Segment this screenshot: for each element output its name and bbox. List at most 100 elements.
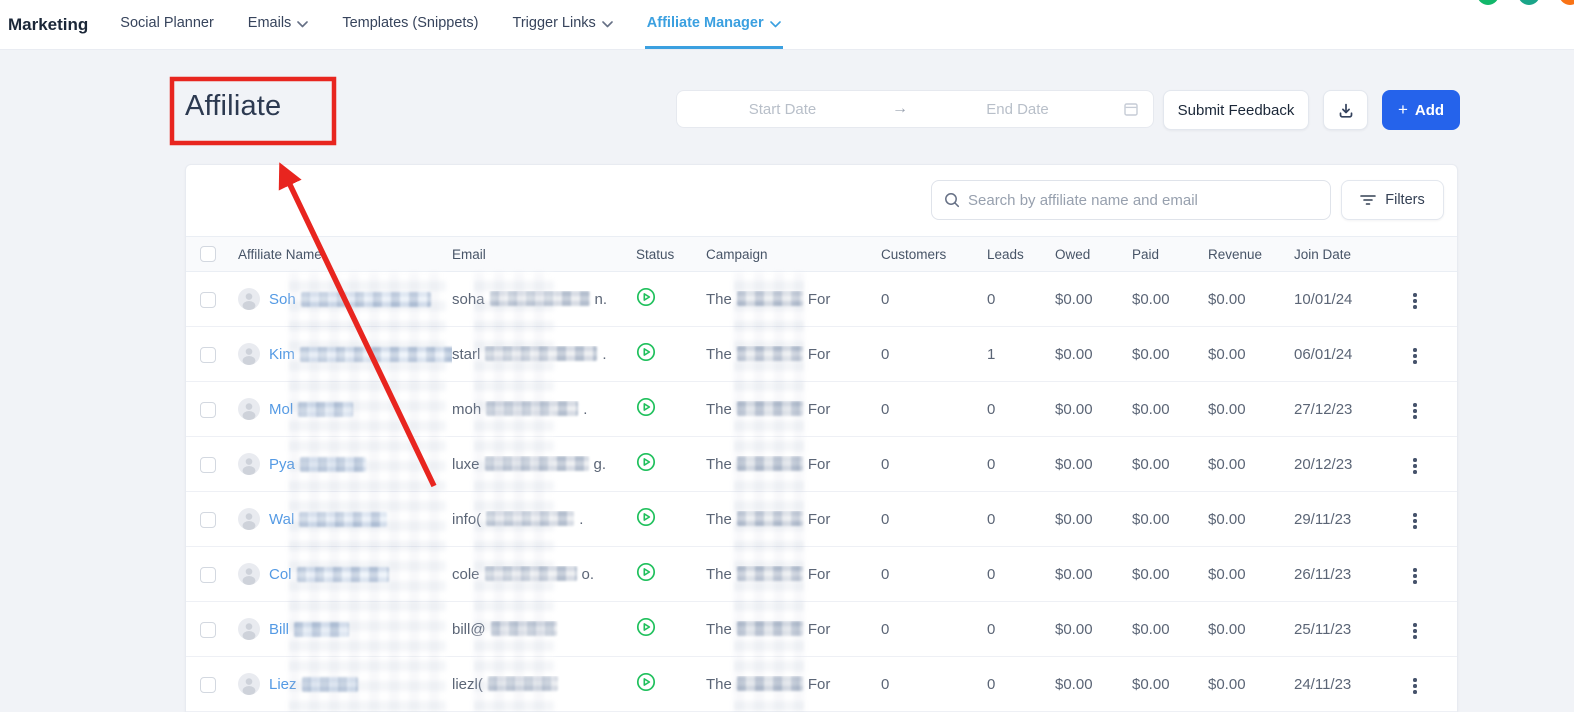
redacted-campaign	[736, 565, 803, 581]
row-menu-kebab-icon[interactable]	[1407, 342, 1423, 370]
status-active-icon[interactable]	[636, 617, 656, 637]
status-active-icon[interactable]	[636, 672, 656, 692]
avatar-icon	[238, 508, 260, 530]
affiliate-name-link[interactable]: Bill	[269, 621, 354, 638]
join-date-cell: 06/01/24	[1294, 345, 1353, 363]
redacted-name	[299, 456, 366, 472]
affiliates-card: Filters Affiliate Name Email Status Camp…	[185, 164, 1458, 712]
row-menu-kebab-icon[interactable]	[1407, 617, 1423, 645]
tab-social-planner[interactable]: Social Planner	[120, 15, 214, 31]
redacted-email	[484, 455, 589, 471]
download-icon	[1336, 100, 1356, 120]
col-customers[interactable]: Customers	[881, 246, 947, 262]
orange-status-dot	[1559, 0, 1574, 5]
paid-cell: $0.00	[1132, 290, 1170, 308]
filters-button[interactable]: Filters	[1341, 180, 1444, 220]
calendar-icon	[1123, 101, 1139, 117]
avatar-icon	[238, 453, 260, 475]
row-menu-kebab-icon[interactable]	[1407, 507, 1423, 535]
status-active-icon[interactable]	[636, 562, 656, 582]
customers-cell: 0	[881, 675, 890, 693]
col-paid[interactable]: Paid	[1132, 246, 1160, 262]
chevron-down-icon	[297, 20, 309, 28]
revenue-cell: $0.00	[1208, 455, 1246, 473]
table-row: Mol moh. The For 0 0 $0.00 $0.00 $0.00 27/12/23	[186, 382, 1457, 437]
table-row: Bill bill@ The For 0 0 $0.00 $0.00 $0.00 25/11/23	[186, 602, 1457, 657]
col-owed[interactable]: Owed	[1055, 246, 1091, 262]
row-checkbox[interactable]	[200, 566, 216, 583]
redacted-name	[299, 346, 452, 362]
revenue-cell: $0.00	[1208, 620, 1246, 638]
start-date-input[interactable]: Start Date	[748, 100, 817, 118]
customers-cell: 0	[881, 290, 890, 308]
row-menu-kebab-icon[interactable]	[1407, 287, 1423, 315]
table-row: Kim starl. The For 0 1 $0.00 $0.00 $0.00 06/01/24	[186, 327, 1457, 382]
affiliate-name-link[interactable]: Mol	[269, 401, 358, 418]
tab-emails[interactable]: Emails	[246, 0, 311, 49]
col-revenue[interactable]: Revenue	[1208, 246, 1263, 262]
status-active-icon[interactable]	[636, 397, 656, 417]
row-checkbox[interactable]	[200, 676, 216, 693]
table-rows: Soh soha n. The For 0 0 $0.00 $0.00 $0.00 10/01/24…	[186, 272, 1457, 712]
date-range-picker[interactable]: Start Date → End Date	[676, 90, 1154, 128]
redacted-name	[294, 621, 350, 637]
row-checkbox[interactable]	[200, 511, 216, 528]
affiliate-name-link[interactable]: Kim	[269, 346, 452, 363]
affiliate-name-cell: Col	[230, 563, 452, 585]
revenue-cell: $0.00	[1208, 345, 1246, 363]
submit-feedback-button[interactable]: Submit Feedback	[1163, 90, 1309, 130]
col-join-date[interactable]: Join Date	[1294, 246, 1352, 262]
row-checkbox[interactable]	[200, 401, 216, 418]
redacted-campaign	[736, 345, 803, 361]
range-arrow-icon: →	[892, 100, 908, 117]
row-checkbox[interactable]	[200, 621, 216, 638]
col-status[interactable]: Status	[636, 246, 675, 262]
affiliate-name-link[interactable]: Liez	[269, 676, 363, 693]
campaign-cell: The For	[706, 510, 831, 528]
col-leads[interactable]: Leads	[987, 246, 1024, 262]
row-checkbox[interactable]	[200, 346, 216, 363]
row-checkbox[interactable]	[200, 291, 216, 308]
search-input[interactable]	[968, 191, 1318, 209]
row-checkbox[interactable]	[200, 456, 216, 473]
row-menu-kebab-icon[interactable]	[1407, 452, 1423, 480]
redacted-campaign	[736, 400, 803, 416]
leads-cell: 0	[987, 455, 996, 473]
col-email[interactable]: Email	[452, 246, 486, 262]
status-active-icon[interactable]	[636, 342, 656, 362]
row-menu-kebab-icon[interactable]	[1407, 397, 1423, 425]
select-all-checkbox[interactable]	[200, 246, 216, 263]
affiliate-name-link[interactable]: Soh	[269, 291, 436, 308]
redacted-campaign	[736, 455, 803, 471]
row-menu-kebab-icon[interactable]	[1407, 562, 1423, 590]
end-date-input[interactable]: End Date	[986, 100, 1049, 118]
status-active-icon[interactable]	[636, 507, 656, 527]
status-active-icon[interactable]	[636, 287, 656, 307]
revenue-cell: $0.00	[1208, 510, 1246, 528]
add-affiliate-button[interactable]: + Add	[1382, 90, 1460, 130]
export-button[interactable]	[1323, 90, 1368, 130]
col-affiliate-name[interactable]: Affiliate Name	[238, 246, 322, 262]
teal-status-dot	[1518, 0, 1540, 5]
customers-cell: 0	[881, 345, 890, 363]
redacted-name	[296, 566, 389, 582]
email-cell: cole o.	[452, 565, 595, 583]
row-menu-kebab-icon[interactable]	[1407, 672, 1423, 700]
tab-templates-snippets[interactable]: Templates (Snippets)	[342, 15, 479, 31]
leads-cell: 0	[987, 675, 996, 693]
tab-trigger-links[interactable]: Trigger Links	[511, 0, 615, 49]
paid-cell: $0.00	[1132, 345, 1170, 363]
affiliate-name-cell: Bill	[230, 618, 452, 640]
avatar-icon	[238, 398, 260, 420]
tab-affiliate-manager[interactable]: Affiliate Manager	[644, 0, 783, 49]
affiliate-name-cell: Wal	[230, 508, 452, 530]
col-campaign[interactable]: Campaign	[706, 246, 768, 262]
status-active-icon[interactable]	[636, 452, 656, 472]
email-cell: starl.	[452, 345, 607, 363]
affiliate-name-link[interactable]: Pya	[269, 456, 371, 473]
affiliate-name-link[interactable]: Col	[269, 566, 394, 583]
paid-cell: $0.00	[1132, 620, 1170, 638]
plus-icon: +	[1397, 99, 1408, 119]
customers-cell: 0	[881, 620, 890, 638]
affiliate-name-link[interactable]: Wal	[269, 511, 392, 528]
